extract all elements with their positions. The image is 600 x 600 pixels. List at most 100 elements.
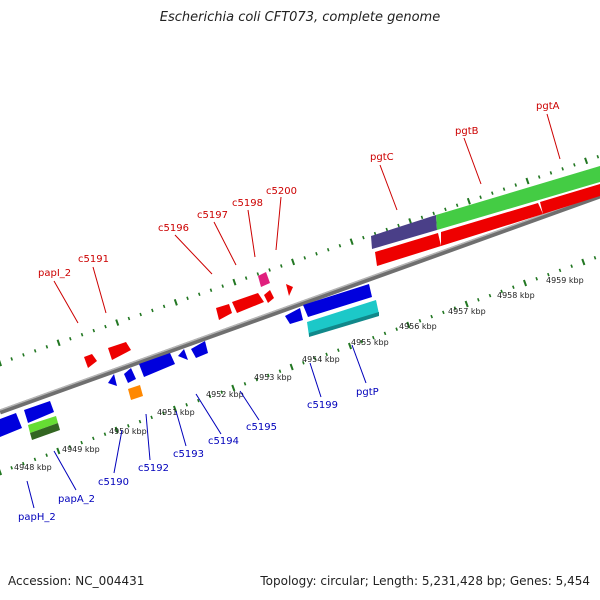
- minor-tick: [22, 353, 25, 357]
- minor-tick: [593, 256, 597, 260]
- major-tick: [289, 363, 294, 371]
- minor-tick: [255, 377, 258, 382]
- minor-tick: [596, 154, 600, 159]
- gene-label: c5190: [98, 477, 129, 488]
- gene-c5191: [108, 342, 131, 360]
- gene-c5190: [108, 374, 117, 386]
- gene-label: c5200: [266, 186, 297, 197]
- major-tick: [466, 197, 471, 205]
- minor-tick: [326, 247, 330, 252]
- minor-tick: [338, 243, 342, 248]
- gene-c5195: [191, 341, 208, 358]
- gene-pgtB: [436, 166, 600, 230]
- gene-label: c5199: [307, 400, 338, 411]
- kbp-label: 4954 kbp: [302, 355, 340, 364]
- gene-papA_2-green: [28, 416, 58, 433]
- gene-pink: [258, 272, 270, 287]
- major-tick: [172, 405, 178, 413]
- gene-label: papI_2: [38, 268, 71, 279]
- minor-tick: [573, 163, 576, 167]
- gene-pgtP-dark: [309, 312, 379, 337]
- major-tick: [0, 469, 3, 476]
- minor-tick: [442, 310, 445, 315]
- minor-tick: [512, 285, 515, 289]
- reverse-genes: [0, 284, 379, 440]
- gene-pgtA: [441, 203, 543, 246]
- kbp-labels: 4948 kbp 4949 kbp 4950 kbp 4951 kbp 4952…: [14, 276, 584, 472]
- major-tick: [0, 359, 2, 367]
- gene-label: papH_2: [18, 512, 56, 523]
- upper-gene-labels: papI_2 c5191 c5196 c5197 c5198 c5200 pgt…: [38, 101, 560, 279]
- gene-c5194: [178, 349, 188, 360]
- gene-c5192: [124, 368, 136, 383]
- genome-backbone: [0, 193, 600, 415]
- minor-tick: [185, 403, 188, 407]
- minor-tick: [104, 324, 107, 329]
- kbp-label: 4957 kbp: [448, 307, 486, 316]
- minor-tick: [514, 183, 518, 187]
- major-tick: [56, 447, 61, 455]
- minor-tick: [500, 289, 503, 294]
- minor-tick: [186, 296, 189, 301]
- minor-tick: [162, 304, 166, 309]
- minor-tick: [491, 191, 494, 195]
- minor-tick: [197, 292, 201, 297]
- major-tick: [406, 321, 411, 329]
- gene-c5198: [264, 290, 274, 303]
- minor-tick: [395, 327, 398, 331]
- gene-label: c5194: [208, 436, 239, 447]
- minor-tick: [151, 308, 154, 313]
- minor-tick: [455, 203, 459, 208]
- gene-pgtB-red: [375, 233, 441, 266]
- gene-pgtC: [371, 215, 437, 249]
- minor-tick: [558, 268, 562, 273]
- minor-tick: [397, 223, 400, 228]
- kbp-label: 4955 kbp: [351, 338, 389, 347]
- minor-tick: [33, 349, 37, 353]
- minor-tick: [535, 277, 538, 281]
- minor-tick: [432, 211, 435, 216]
- kbp-label: 4952 kbp: [206, 390, 244, 399]
- kbp-label: 4958 kbp: [497, 291, 535, 300]
- minor-tick: [244, 276, 248, 280]
- gene-label: pgtC: [370, 152, 394, 163]
- gene-papA_2-green2: [30, 423, 60, 440]
- major-tick: [464, 300, 469, 308]
- gene-label: pgtB: [455, 126, 479, 137]
- gene-c5200: [286, 284, 293, 296]
- minor-tick: [280, 264, 283, 268]
- minor-tick: [418, 319, 422, 323]
- minor-tick: [150, 415, 153, 420]
- upper-tick-track: [0, 154, 600, 367]
- minor-tick: [10, 466, 13, 470]
- kbp-label: 4950 kbp: [109, 427, 147, 436]
- minor-tick: [68, 445, 72, 449]
- gene-papA_2: [24, 401, 54, 423]
- kbp-label: 4951 kbp: [157, 408, 195, 417]
- minor-tick: [337, 348, 340, 352]
- major-tick: [584, 157, 589, 165]
- major-tick: [347, 342, 353, 350]
- minor-tick: [444, 207, 447, 212]
- minor-tick: [537, 175, 541, 179]
- gene-label: c5196: [158, 223, 189, 234]
- kbp-label: 4949 kbp: [62, 445, 100, 454]
- minor-tick: [561, 167, 564, 171]
- minor-tick: [430, 314, 433, 319]
- minor-tick: [92, 436, 95, 441]
- minor-tick: [372, 335, 375, 340]
- major-tick: [173, 298, 178, 306]
- gene-papH_2: [0, 413, 22, 437]
- minor-tick: [127, 316, 131, 321]
- minor-tick: [570, 264, 573, 268]
- kbp-label: 4956 kbp: [399, 322, 437, 331]
- minor-tick: [33, 457, 37, 462]
- minor-tick: [127, 424, 130, 428]
- minor-tick: [22, 461, 25, 466]
- minor-tick: [209, 288, 213, 292]
- gene-label: c5193: [173, 449, 204, 460]
- minor-tick: [268, 268, 271, 272]
- minor-tick: [302, 361, 305, 365]
- minor-tick: [267, 373, 270, 378]
